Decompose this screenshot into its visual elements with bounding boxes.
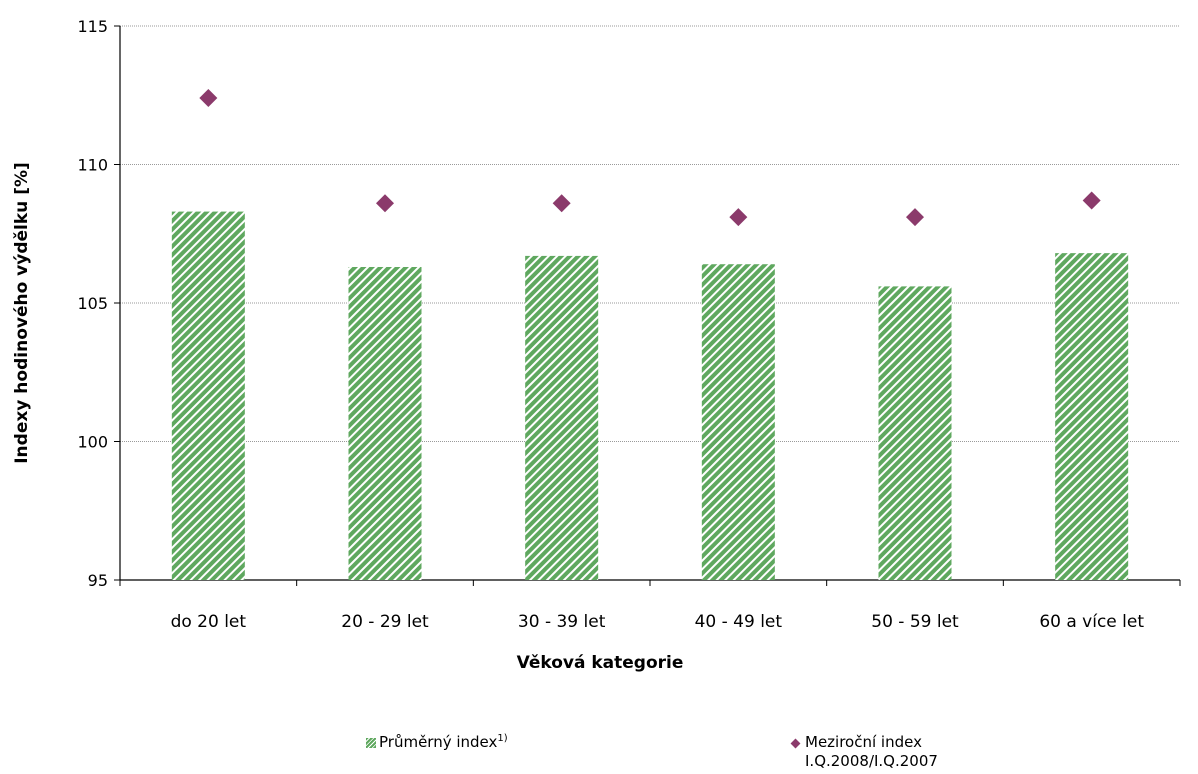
marker-yoy-index: [199, 89, 218, 108]
bar-average-index: [171, 211, 245, 580]
marker-yoy-index: [376, 194, 394, 213]
bar-average-index: [701, 264, 775, 580]
y-tick-label: 100: [77, 433, 108, 452]
marker-series: [199, 89, 1101, 227]
bar-average-index: [878, 286, 952, 580]
hatched-bar-swatch-icon: [366, 738, 376, 748]
legend-bar-label: Průměrný index: [379, 733, 498, 751]
axis-labels: 95 100 105 110 115 do 20 let 20 - 29 let 30 - 3…: [12, 17, 1144, 673]
y-tick-label: 105: [77, 294, 108, 313]
marker-yoy-index: [552, 194, 571, 213]
legend-bar-footnote: 1): [497, 733, 508, 744]
gridlines: [120, 25, 1180, 442]
legend-marker-label-line1: Meziroční index: [805, 733, 922, 751]
y-axis-title: Indexy hodinového výdělku [%]: [12, 162, 32, 464]
x-tick-label: 40 - 49 let: [695, 612, 783, 632]
x-tick-label: 30 - 39 let: [518, 612, 606, 632]
y-tick-label: 115: [77, 17, 108, 36]
bar-average-index: [348, 266, 422, 580]
bar-average-index: [525, 255, 599, 580]
marker-yoy-index: [1082, 191, 1101, 210]
bar-average-index: [1055, 253, 1129, 580]
legend-item-yoy-index: Meziroční index I.Q.2008/I.Q.2007: [790, 733, 938, 771]
x-tick-label: 20 - 29 let: [341, 612, 429, 632]
marker-yoy-index: [906, 208, 924, 227]
x-tick-label: 50 - 59 let: [871, 612, 959, 632]
x-tick-label: do 20 let: [171, 612, 247, 632]
marker-yoy-index: [729, 208, 748, 227]
legend-item-average-index: Průměrný index 1): [366, 733, 508, 751]
bar-series: [171, 211, 1129, 580]
legend-marker-label-line2: I.Q.2008/I.Q.2007: [805, 752, 938, 770]
y-tick-label: 95: [88, 571, 108, 590]
axes: [114, 25, 1181, 586]
diamond-marker-icon: [790, 738, 801, 749]
x-tick-label: 60 a více let: [1039, 612, 1144, 632]
y-tick-label: 110: [77, 156, 108, 175]
x-axis-title: Věková kategorie: [517, 653, 684, 673]
